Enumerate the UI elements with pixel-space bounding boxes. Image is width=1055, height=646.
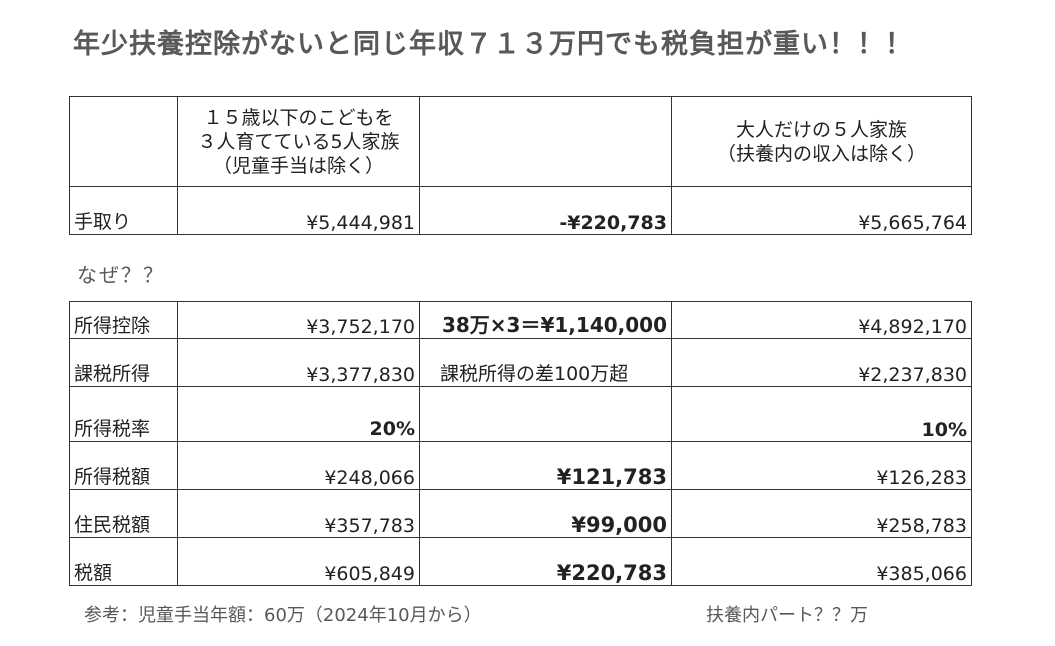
table-row: 住民税額 ¥357,783 ¥99,000 ¥258,783 — [69, 489, 972, 538]
table-row: 税額 ¥605,849 ¥220,783 ¥385,066 — [69, 537, 972, 586]
taxable-income-label: 課税所得 — [69, 338, 178, 387]
total-tax-label: 税額 — [69, 537, 178, 586]
income-tax-family-with-children: ¥248,066 — [177, 441, 420, 490]
reference-note: 参考：児童手当年額：60万（2024年10月から） — [84, 605, 482, 626]
header-col4-line1: 大人だけの５人家族 — [735, 118, 907, 141]
resident-tax-family-with-children: ¥357,783 — [177, 489, 420, 538]
tax-rate-label: 所得税率 — [69, 386, 178, 442]
header-col2-line1: １５歳以下のこどもを — [203, 106, 394, 129]
income-tax-label: 所得税額 — [69, 441, 178, 490]
resident-tax-label: 住民税額 — [69, 489, 178, 538]
taxable-income-difference: 課税所得の差100万超 — [419, 338, 672, 387]
table-row: 所得税率 20% 10% — [69, 386, 972, 442]
total-tax-adult-family: ¥385,066 — [671, 537, 972, 586]
resident-tax-adult-family: ¥258,783 — [671, 489, 972, 538]
deduction-label: 所得控除 — [69, 301, 178, 339]
header-family-with-children: １５歳以下のこどもを ３人育てている5人家族 （児童手当は除く） — [177, 96, 420, 187]
income-tax-difference: ¥121,783 — [419, 441, 672, 490]
take-home-family-with-children: ¥5,444,981 — [177, 186, 420, 235]
take-home-adult-family: ¥5,665,764 — [671, 186, 972, 235]
take-home-difference: -¥220,783 — [419, 186, 672, 235]
take-home-label: 手取り — [69, 186, 178, 235]
table-row: 所得税額 ¥248,066 ¥121,783 ¥126,283 — [69, 441, 972, 490]
take-home-table: １５歳以下のこどもを ３人育てている5人家族 （児童手当は除く） 大人だけの５人… — [69, 96, 972, 235]
header-difference — [419, 96, 672, 187]
taxable-income-adult-family: ¥2,237,830 — [671, 338, 972, 387]
taxable-income-family-with-children: ¥3,377,830 — [177, 338, 420, 387]
why-text: なぜ？？ — [77, 263, 165, 287]
page-title: 年少扶養控除がないと同じ年収７１３万円でも税負担が重い！！！ — [73, 29, 913, 60]
header-col4-line2: （扶養内の収入は除く） — [716, 142, 926, 165]
deduction-family-with-children: ¥3,752,170 — [177, 301, 420, 339]
tax-rate-family-with-children: 20% — [177, 386, 420, 442]
total-tax-family-with-children: ¥605,849 — [177, 537, 420, 586]
part-time-note: 扶養内パート？？万 — [706, 605, 868, 626]
take-home-row: 手取り ¥5,444,981 -¥220,783 ¥5,665,764 — [69, 186, 972, 235]
table-row: 所得控除 ¥3,752,170 38万×3＝¥1,140,000 ¥4,892,… — [69, 301, 972, 339]
deduction-adult-family: ¥4,892,170 — [671, 301, 972, 339]
resident-tax-difference: ¥99,000 — [419, 489, 672, 538]
header-col2-line2: ３人育てている5人家族 — [197, 130, 400, 153]
total-tax-difference: ¥220,783 — [419, 537, 672, 586]
tax-rate-adult-family: 10% — [671, 386, 972, 442]
header-row: １５歳以下のこどもを ３人育てている5人家族 （児童手当は除く） 大人だけの５人… — [69, 96, 972, 187]
income-tax-adult-family: ¥126,283 — [671, 441, 972, 490]
header-empty-cell — [69, 96, 178, 187]
deduction-difference: 38万×3＝¥1,140,000 — [419, 301, 672, 339]
tax-breakdown-table: 所得控除 ¥3,752,170 38万×3＝¥1,140,000 ¥4,892,… — [69, 301, 972, 586]
table-row: 課税所得 ¥3,377,830 課税所得の差100万超 ¥2,237,830 — [69, 338, 972, 387]
header-adult-family: 大人だけの５人家族 （扶養内の収入は除く） — [671, 96, 972, 187]
header-col2-line3: （児童手当は除く） — [212, 154, 384, 177]
tax-rate-difference — [419, 386, 672, 442]
